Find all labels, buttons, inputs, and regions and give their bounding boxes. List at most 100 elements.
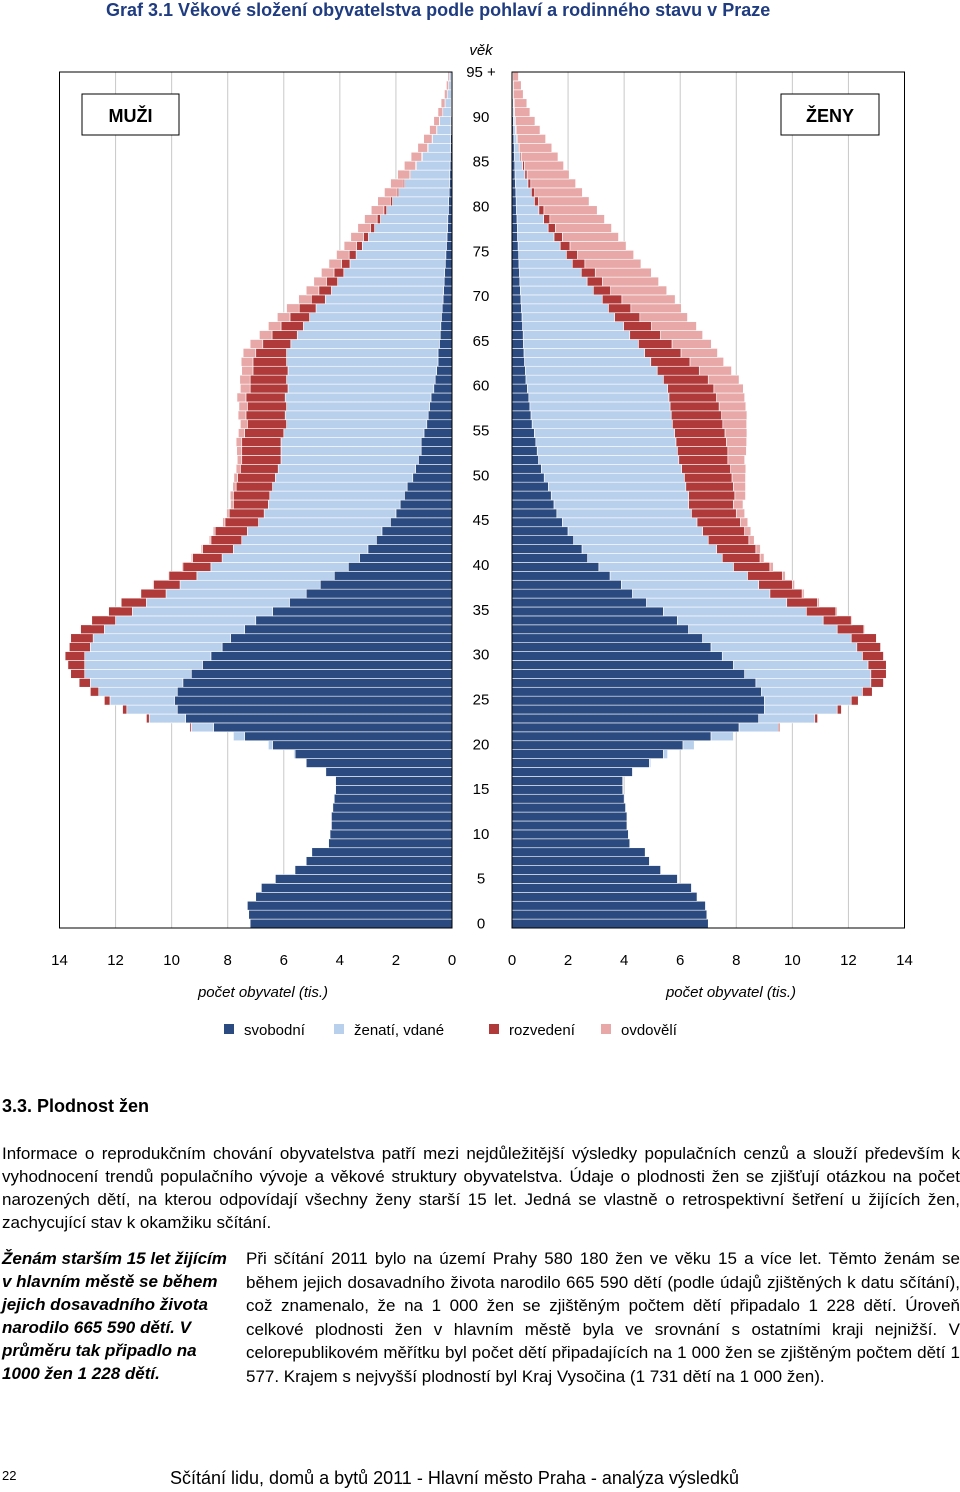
bar-men xyxy=(376,535,453,545)
bar-women xyxy=(744,526,752,536)
bar-men xyxy=(383,205,387,215)
bar-women xyxy=(511,250,520,260)
bar-women xyxy=(511,749,664,759)
bar-men xyxy=(367,544,453,554)
bar-men xyxy=(263,508,397,519)
age-tick-label: 45 xyxy=(473,512,490,529)
bar-men xyxy=(272,481,408,492)
bar-women xyxy=(523,348,645,358)
bar-men xyxy=(241,446,282,456)
bar-women xyxy=(511,767,633,777)
bar-women xyxy=(513,98,528,108)
bar-men xyxy=(240,419,248,429)
bar-men xyxy=(305,758,307,768)
bar-men xyxy=(284,392,432,403)
bar-women xyxy=(511,571,611,581)
bar-women xyxy=(586,276,603,287)
bar-men xyxy=(179,579,321,590)
bar-women xyxy=(817,597,820,608)
bar-women xyxy=(608,303,632,314)
bar-women xyxy=(511,579,622,590)
bar-men xyxy=(182,678,453,688)
bar-women xyxy=(511,865,661,875)
bar-men xyxy=(333,571,453,581)
bar-women xyxy=(511,472,545,483)
bar-men xyxy=(325,767,453,777)
bar-men xyxy=(268,499,401,510)
bar-men xyxy=(241,437,282,447)
bar-women xyxy=(759,553,765,563)
bar-men xyxy=(249,339,264,349)
bar-men xyxy=(226,508,230,519)
bar-men xyxy=(356,241,363,251)
bar-women xyxy=(530,410,672,421)
bar-men xyxy=(126,704,178,715)
bar-women xyxy=(548,481,687,492)
bar-women xyxy=(550,490,689,501)
bar-women xyxy=(782,571,786,581)
legend-swatch xyxy=(601,1024,611,1034)
bar-women xyxy=(517,241,561,251)
x-tick-label-women: 0 xyxy=(508,952,516,969)
bar-women xyxy=(610,285,668,296)
bar-women xyxy=(707,535,750,545)
bar-men xyxy=(410,169,451,180)
bar-men xyxy=(328,258,342,269)
bar-men xyxy=(190,669,453,679)
bar-women xyxy=(581,544,717,554)
bar-women xyxy=(511,490,552,501)
bar-women xyxy=(511,419,533,429)
bar-men xyxy=(309,312,442,322)
bar-women xyxy=(513,89,524,100)
bar-women xyxy=(651,321,697,331)
bar-men xyxy=(305,758,453,768)
bar-men xyxy=(268,740,273,750)
bar-women xyxy=(806,606,837,617)
bar-women xyxy=(527,178,532,189)
bar-men xyxy=(437,107,444,117)
bar-women xyxy=(518,258,573,269)
bar-women xyxy=(517,223,549,233)
bar-men xyxy=(303,321,442,331)
bar-men xyxy=(446,241,453,251)
bar-men xyxy=(139,588,142,599)
bar-women xyxy=(761,686,863,697)
bar-women xyxy=(511,660,734,670)
bar-women xyxy=(511,410,532,421)
bar-women xyxy=(514,107,531,117)
bar-women xyxy=(511,401,531,412)
bar-women xyxy=(733,481,746,492)
bar-men xyxy=(241,535,377,545)
bar-men xyxy=(417,143,428,153)
age-tick-label: 55 xyxy=(473,423,490,440)
bar-women xyxy=(516,205,540,215)
bar-men xyxy=(255,348,287,358)
bar-women xyxy=(515,196,535,207)
bar-women xyxy=(511,276,521,287)
bar-men xyxy=(221,642,453,652)
bar-women xyxy=(511,811,628,822)
bar-women xyxy=(669,401,720,412)
bar-men xyxy=(331,811,453,822)
bar-women xyxy=(531,419,673,429)
bar-women xyxy=(511,900,706,911)
bar-women xyxy=(744,669,872,679)
age-tick-label: 60 xyxy=(473,378,490,395)
bar-women xyxy=(528,392,670,403)
bar-men xyxy=(294,749,453,759)
bar-men xyxy=(70,633,94,643)
bar-women xyxy=(755,544,761,554)
bar-men xyxy=(448,71,452,82)
bar-men xyxy=(416,160,451,171)
bar-women xyxy=(748,535,755,545)
bar-women xyxy=(534,428,675,438)
x-tick-label-men: 4 xyxy=(336,952,344,969)
bar-men xyxy=(84,669,192,679)
bar-men xyxy=(140,588,167,599)
bar-men xyxy=(418,455,453,465)
bar-men xyxy=(69,642,91,652)
bar-women xyxy=(862,651,884,661)
bar-women xyxy=(511,383,528,394)
bar-men xyxy=(404,490,453,501)
bar-men xyxy=(434,374,453,385)
